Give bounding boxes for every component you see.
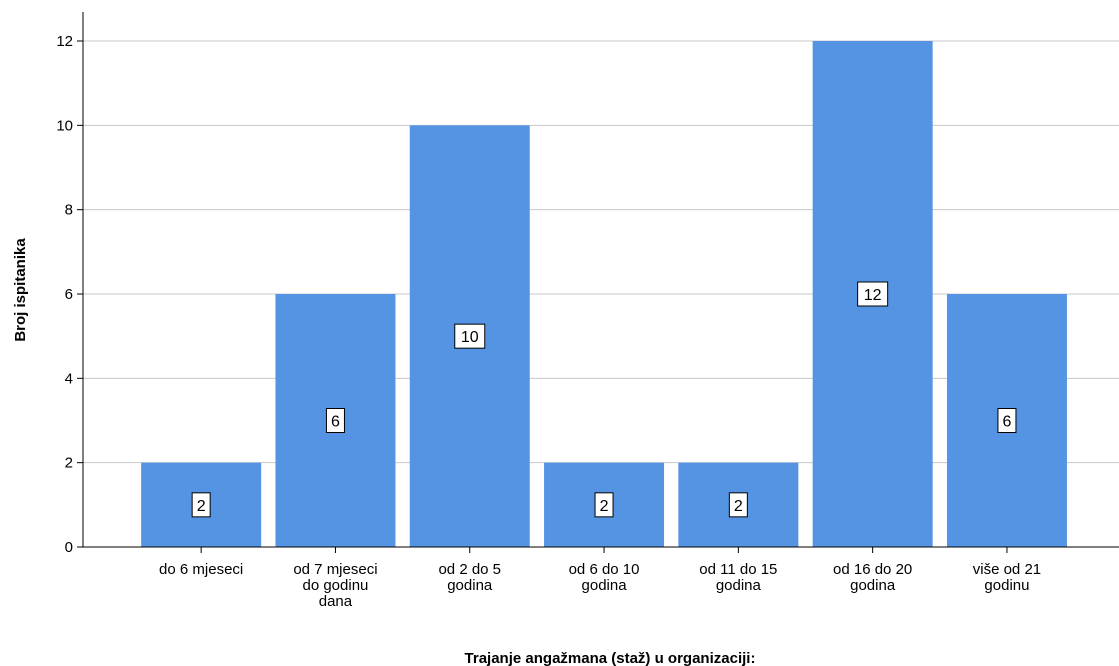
y-tick-label: 0 (65, 539, 73, 556)
data-label: 6 (1002, 414, 1011, 431)
x-category-label: od 11 do 15 godina (699, 561, 777, 594)
axes (77, 12, 1119, 553)
data-label-box (325, 408, 345, 433)
x-category-label-line: od 11 do 15 (699, 561, 777, 578)
data-label: 10 (461, 329, 479, 346)
data-label: 6 (331, 414, 340, 431)
x-category-label-line: od 2 do 5 (438, 561, 501, 578)
y-tick-label: 4 (65, 370, 73, 387)
data-label: 2 (600, 498, 609, 515)
x-category-label: od 6 do 10 godina (569, 561, 640, 594)
y-tick-labels: 0 2 4 6 8 10 12 (56, 33, 73, 556)
y-tick-label: 2 (65, 455, 73, 472)
data-label-box (594, 492, 614, 518)
gridlines (83, 40, 1119, 464)
x-category-label-line: do 6 mjeseci (159, 561, 243, 578)
data-label-box (857, 281, 889, 307)
data-label-box (728, 492, 748, 518)
x-category-label-line: više od 21 (973, 561, 1041, 578)
x-category-label-line: godina (582, 577, 628, 594)
y-tick-label: 10 (56, 117, 73, 134)
y-axis-title: Broj ispitanika (12, 238, 29, 342)
x-axis-title: Trajanje angažmana (staž) u organizaciji… (465, 650, 756, 666)
x-category-label-line: do godinu (302, 577, 368, 594)
x-category-label: od 7 mjeseci do godinu dana (293, 561, 377, 610)
x-category-labels: do 6 mjeseci od 7 mjeseci do godinu danaod … (159, 561, 1041, 610)
data-label: 2 (734, 498, 743, 515)
data-label-box (997, 408, 1017, 433)
data-label: 2 (197, 498, 206, 515)
x-category-label-line: od 7 mjeseci (293, 561, 377, 578)
data-label-box (454, 323, 486, 349)
x-category-label: više od 21 godinu (973, 561, 1041, 594)
x-category-label-line: godina (716, 577, 762, 594)
x-category-label: do 6 mjeseci (159, 561, 243, 578)
x-category-label-line: od 16 do 20 (833, 561, 912, 578)
data-label: 12 (864, 287, 882, 304)
x-category-label-line: od 6 do 10 (569, 561, 640, 578)
x-category-label-line: godinu (984, 577, 1029, 594)
y-tick-label: 6 (65, 286, 73, 303)
x-category-label-line: dana (319, 593, 353, 610)
y-tick-label: 12 (56, 33, 73, 50)
x-category-label: od 16 do 20 godina (833, 561, 912, 594)
x-category-label-line: godina (850, 577, 896, 594)
x-category-label-line: godina (447, 577, 493, 594)
x-category-label: od 2 do 5 godina (438, 561, 501, 594)
data-labels: 2 6 10 2 2 12 6 (191, 281, 1017, 518)
y-tick-label: 8 (65, 202, 73, 219)
data-label-box (191, 492, 211, 518)
